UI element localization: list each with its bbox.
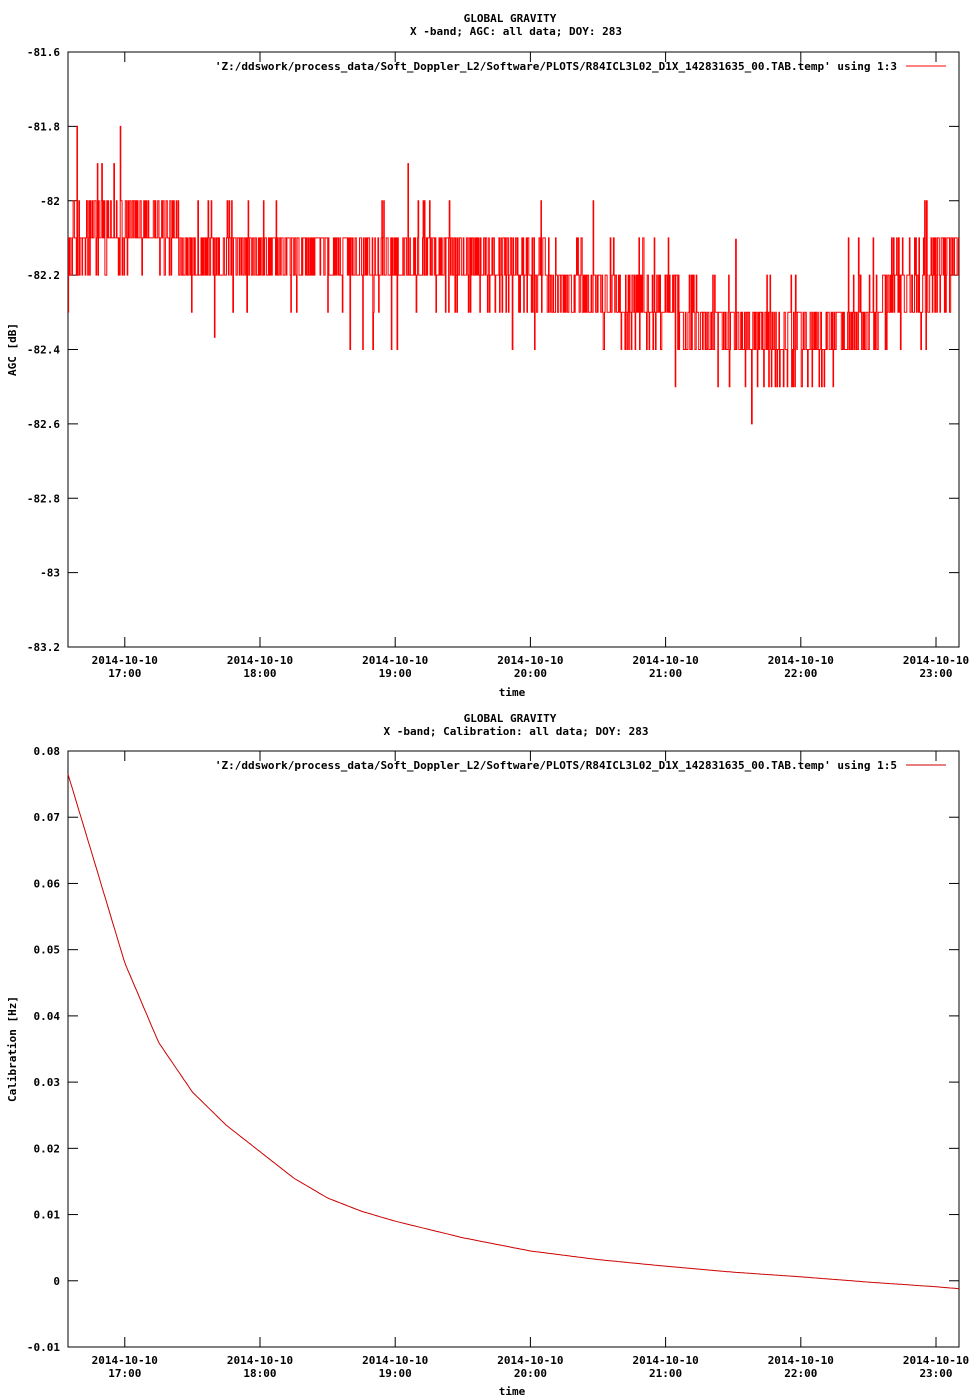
legend-label: 'Z:/ddswork/process_data/Soft_Doppler_L2…: [215, 759, 897, 772]
x-tick-label-time: 23:00: [919, 667, 952, 680]
x-tick-label-time: 17:00: [108, 1367, 141, 1380]
y-tick-label: -81.8: [27, 120, 60, 133]
x-tick-label-time: 20:00: [514, 1367, 547, 1380]
x-tick-label-date: 2014-10-10: [92, 1354, 158, 1367]
y-tick-label: -82: [40, 195, 60, 208]
x-tick-label-date: 2014-10-10: [768, 1354, 834, 1367]
chart-title: GLOBAL GRAVITY: [464, 12, 557, 25]
chart-subtitle: X -band; AGC: all data; DOY: 283: [410, 25, 622, 38]
legend-label: 'Z:/ddswork/process_data/Soft_Doppler_L2…: [215, 60, 897, 73]
y-tick-label: -82.4: [27, 344, 60, 357]
y-tick-label: -83: [40, 567, 60, 580]
x-tick-label-date: 2014-10-10: [497, 1354, 563, 1367]
y-tick-label: 0.05: [34, 944, 61, 957]
y-tick-label: 0.04: [34, 1010, 61, 1023]
x-tick-label-date: 2014-10-10: [227, 654, 293, 667]
y-tick-label: -82.8: [27, 492, 60, 505]
chart-subtitle: X -band; Calibration: all data; DOY: 283: [384, 725, 649, 738]
y-tick-label: 0.01: [34, 1209, 61, 1222]
x-tick-label-time: 23:00: [919, 1367, 952, 1380]
y-tick-label: -83.2: [27, 641, 60, 654]
y-tick-label: 0.07: [34, 811, 61, 824]
y-tick-label: -0.01: [27, 1341, 60, 1354]
y-tick-label: 0.02: [34, 1142, 61, 1155]
x-tick-label-time: 21:00: [649, 667, 682, 680]
y-tick-label: 0.08: [34, 745, 61, 758]
x-tick-label-time: 19:00: [379, 667, 412, 680]
x-tick-label-time: 21:00: [649, 1367, 682, 1380]
x-axis-label: time: [499, 686, 526, 699]
y-tick-label: 0: [53, 1275, 60, 1288]
x-tick-label-date: 2014-10-10: [768, 654, 834, 667]
series-line: [67, 774, 960, 1290]
x-tick-label-time: 17:00: [108, 667, 141, 680]
series-line: [68, 125, 959, 425]
y-tick-label: -82.6: [27, 418, 60, 431]
y-tick-label: -82.2: [27, 269, 60, 282]
plot-frame: [67, 750, 960, 1348]
x-tick-label-time: 19:00: [379, 1367, 412, 1380]
x-tick-label-date: 2014-10-10: [903, 654, 969, 667]
x-tick-label-time: 18:00: [243, 1367, 276, 1380]
x-axis-label: time: [499, 1385, 526, 1398]
y-tick-label: 0.06: [34, 877, 61, 890]
y-axis-label: Calibration [Hz]: [6, 996, 19, 1102]
x-tick-label-date: 2014-10-10: [92, 654, 158, 667]
chart-title: GLOBAL GRAVITY: [464, 712, 557, 725]
x-tick-label-date: 2014-10-10: [497, 654, 563, 667]
x-tick-label-date: 2014-10-10: [362, 654, 428, 667]
x-tick-label-date: 2014-10-10: [632, 654, 698, 667]
y-tick-label: -81.6: [27, 46, 60, 59]
x-tick-label-time: 22:00: [784, 667, 817, 680]
x-tick-label-time: 18:00: [243, 667, 276, 680]
x-tick-label-date: 2014-10-10: [903, 1354, 969, 1367]
x-tick-label-time: 22:00: [784, 1367, 817, 1380]
x-tick-label-date: 2014-10-10: [632, 1354, 698, 1367]
y-tick-label: 0.03: [34, 1076, 61, 1089]
y-axis-label: AGC [dB]: [6, 323, 19, 376]
x-tick-label-date: 2014-10-10: [362, 1354, 428, 1367]
x-tick-label-date: 2014-10-10: [227, 1354, 293, 1367]
x-tick-label-time: 20:00: [514, 667, 547, 680]
